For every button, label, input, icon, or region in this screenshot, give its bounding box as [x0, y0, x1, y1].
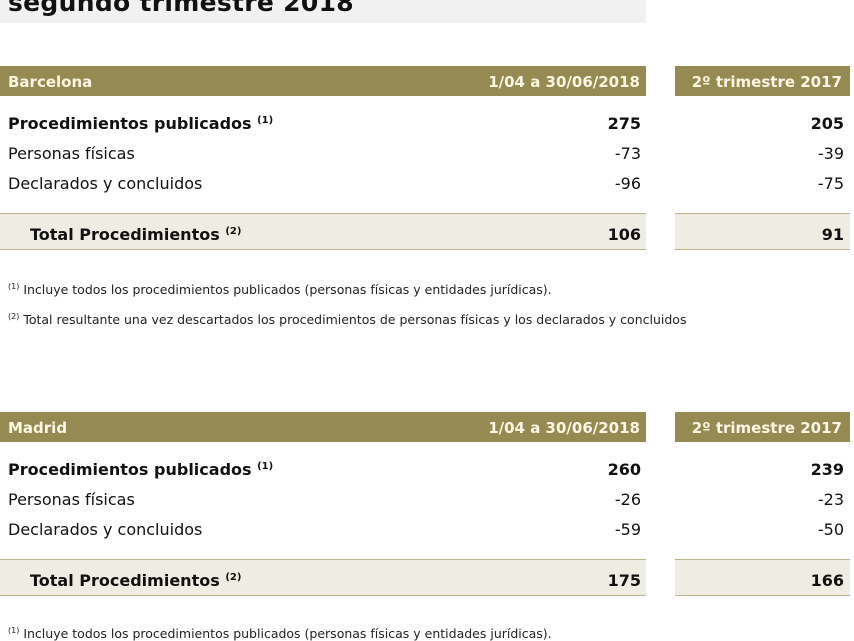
table-header-main: Barcelona 1/04 a 30/06/2018 [0, 66, 646, 96]
table-header-compare: 2º trimestre 2017 [675, 412, 850, 442]
value-compare: -75 [817, 174, 844, 193]
total-bg-current [0, 559, 646, 596]
table-row: Declarados y concluidos -96 -75 [0, 170, 854, 198]
total-row: Total Procedimientos (2) 106 91 [0, 220, 854, 250]
table-row: Procedimientos publicados (1) 275 205 [0, 110, 854, 138]
row-label: Personas físicas [8, 490, 135, 509]
row-label: Declarados y concluidos [8, 520, 203, 539]
row-label: Procedimientos publicados (1) [8, 460, 274, 479]
value-current: -73 [614, 144, 641, 163]
total-compare: 91 [821, 225, 844, 244]
table-row: Procedimientos publicados (1) 260 239 [0, 456, 854, 484]
footnote-1: (1) Incluye todos los procedimientos pub… [8, 282, 552, 297]
total-row: Total Procedimientos (2) 175 166 [0, 566, 854, 596]
value-compare: 239 [810, 460, 844, 479]
value-compare: 205 [810, 114, 844, 133]
total-current: 175 [607, 571, 641, 590]
row-label: Procedimientos publicados (1) [8, 114, 274, 133]
total-bg-compare [675, 213, 850, 250]
value-current: -96 [614, 174, 641, 193]
city-name: Barcelona [8, 73, 93, 91]
total-label: Total Procedimientos (2) [30, 225, 242, 244]
row-label: Declarados y concluidos [8, 174, 203, 193]
page-title: segundo trimestre 2018 [8, 0, 354, 17]
value-current: -26 [614, 490, 641, 509]
period-current: 1/04 a 30/06/2018 [488, 419, 640, 437]
value-current: 260 [607, 460, 641, 479]
value-compare: -23 [817, 490, 844, 509]
table-row: Personas físicas -73 -39 [0, 140, 854, 168]
title-bar: segundo trimestre 2018 [0, 0, 646, 23]
value-compare: -39 [817, 144, 844, 163]
total-compare: 166 [810, 571, 844, 590]
table-row: Declarados y concluidos -59 -50 [0, 516, 854, 544]
period-current: 1/04 a 30/06/2018 [488, 73, 640, 91]
table-header-main: Madrid 1/04 a 30/06/2018 [0, 412, 646, 442]
table-header-compare: 2º trimestre 2017 [675, 66, 850, 96]
city-name: Madrid [8, 419, 68, 437]
total-bg-compare [675, 559, 850, 596]
value-current: -59 [614, 520, 641, 539]
total-current: 106 [607, 225, 641, 244]
footnote-1: (1) Incluye todos los procedimientos pub… [8, 626, 552, 641]
value-compare: -50 [817, 520, 844, 539]
value-current: 275 [607, 114, 641, 133]
total-bg-current [0, 213, 646, 250]
footnote-2: (2) Total resultante una vez descartados… [8, 312, 687, 327]
total-label: Total Procedimientos (2) [30, 571, 242, 590]
row-label: Personas físicas [8, 144, 135, 163]
table-row: Personas físicas -26 -23 [0, 486, 854, 514]
